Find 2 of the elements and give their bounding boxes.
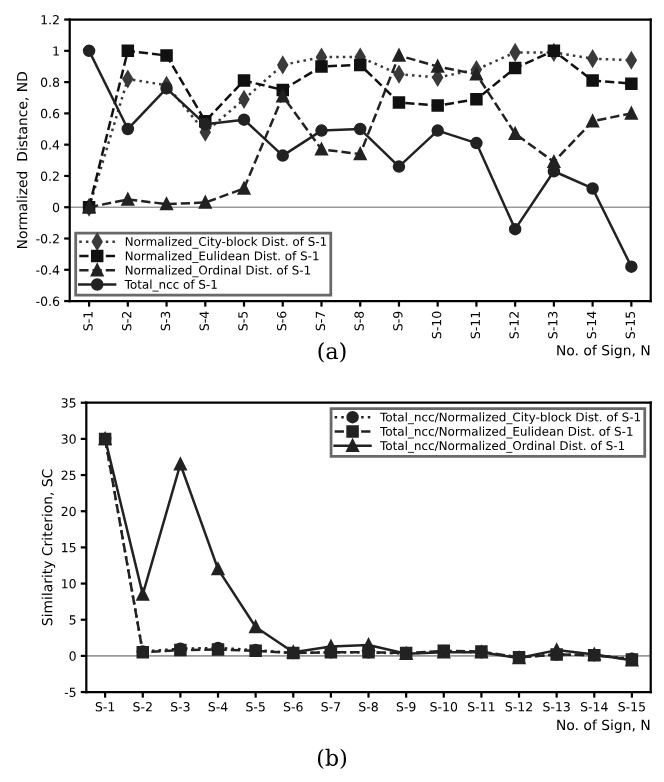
text: (b): [317, 748, 347, 770]
text: (a): [318, 342, 346, 363]
